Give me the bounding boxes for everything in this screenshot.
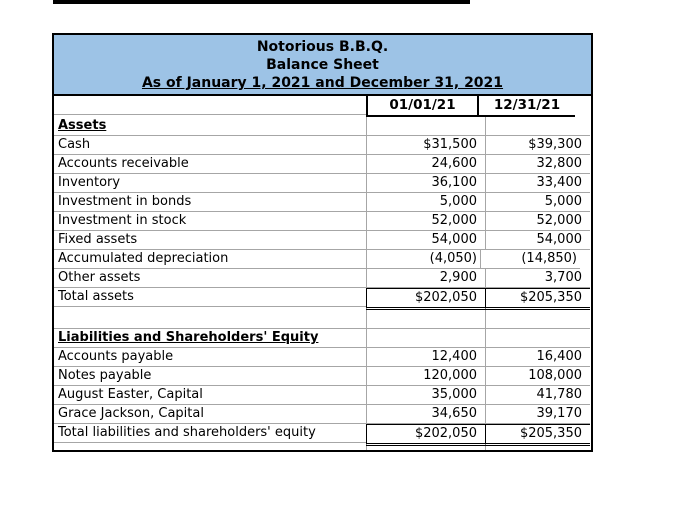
cropped-top-rule bbox=[53, 0, 470, 4]
table-row: August Easter, Capital 35,000 41,780 bbox=[54, 386, 591, 405]
table-row: Notes payable 120,000 108,000 bbox=[54, 367, 591, 386]
column-header-empty-cell[interactable] bbox=[54, 96, 366, 115]
row-label-cell[interactable]: Assets bbox=[54, 117, 366, 136]
row-label-cell[interactable]: Notes payable bbox=[54, 367, 366, 386]
value-cell-12-31-21[interactable]: 5,000 bbox=[485, 193, 590, 212]
value-cell-01-01-21[interactable]: $31,500 bbox=[366, 136, 485, 155]
value-cell-01-01-21[interactable]: 12,400 bbox=[366, 348, 485, 367]
value-cell-12-31-21[interactable]: (14,850) bbox=[480, 250, 580, 269]
value-cell-01-01-21[interactable]: 2,900 bbox=[366, 269, 485, 288]
value-cell-12-31-21[interactable]: 41,780 bbox=[485, 386, 590, 405]
table-row: Total liabilities and shareholders' equi… bbox=[54, 424, 591, 446]
value-cell-12-31-21[interactable]: 108,000 bbox=[485, 367, 590, 386]
row-label-cell[interactable]: Inventory bbox=[54, 174, 366, 193]
value-cell-12-31-21[interactable]: $205,350 bbox=[485, 288, 590, 310]
value-cell-12-31-21[interactable] bbox=[485, 446, 590, 450]
table-row: Fixed assets 54,000 54,000 bbox=[54, 231, 591, 250]
row-label-cell[interactable]: Accounts payable bbox=[54, 348, 366, 367]
value-cell-01-01-21[interactable] bbox=[366, 117, 485, 136]
row-label-cell[interactable]: Accounts receivable bbox=[54, 155, 366, 174]
column-header-row: 01/01/21 12/31/21 bbox=[54, 96, 591, 117]
row-label-cell[interactable]: Cash bbox=[54, 136, 366, 155]
value-cell-12-31-21[interactable] bbox=[485, 117, 590, 136]
value-cell-12-31-21[interactable]: 32,800 bbox=[485, 155, 590, 174]
company-name: Notorious B.B.Q. bbox=[256, 39, 389, 55]
table-row bbox=[54, 310, 591, 329]
value-cell-12-31-21[interactable]: 54,000 bbox=[485, 231, 590, 250]
table-row: Total assets $202,050 $205,350 bbox=[54, 288, 591, 310]
table-row: Accounts payable 12,400 16,400 bbox=[54, 348, 591, 367]
row-label-cell[interactable]: Grace Jackson, Capital bbox=[54, 405, 366, 424]
value-cell-12-31-21[interactable] bbox=[485, 310, 590, 329]
table-row bbox=[54, 446, 591, 450]
report-period: As of January 1, 2021 and December 31, 2… bbox=[141, 75, 504, 91]
table-row: Liabilities and Shareholders' Equity bbox=[54, 329, 591, 348]
value-cell-12-31-21[interactable]: 39,170 bbox=[485, 405, 590, 424]
table-body: Assets Cash $31,500 $39,300 Accounts receiva… bbox=[54, 117, 591, 450]
table-row: Grace Jackson, Capital 34,650 39,170 bbox=[54, 405, 591, 424]
column-header-date-1[interactable]: 01/01/21 bbox=[366, 96, 477, 117]
row-label-cell[interactable]: Investment in bonds bbox=[54, 193, 366, 212]
value-cell-01-01-21[interactable]: 54,000 bbox=[366, 231, 485, 250]
balance-sheet-table: Notorious B.B.Q. Balance Sheet As of Jan… bbox=[52, 33, 593, 452]
table-row: Inventory 36,100 33,400 bbox=[54, 174, 591, 193]
row-label-cell[interactable] bbox=[54, 310, 366, 329]
value-cell-01-01-21[interactable]: 24,600 bbox=[366, 155, 485, 174]
row-label-cell[interactable]: Total assets bbox=[54, 288, 366, 307]
value-cell-01-01-21[interactable] bbox=[366, 329, 485, 348]
row-label-cell[interactable]: August Easter, Capital bbox=[54, 386, 366, 405]
value-cell-12-31-21[interactable]: $39,300 bbox=[485, 136, 590, 155]
column-header-date-2[interactable]: 12/31/21 bbox=[477, 96, 575, 117]
table-row: Investment in bonds 5,000 5,000 bbox=[54, 193, 591, 212]
value-cell-12-31-21[interactable]: 33,400 bbox=[485, 174, 590, 193]
row-label-cell[interactable]: Investment in stock bbox=[54, 212, 366, 231]
row-label-cell[interactable]: Accumulated depreciation bbox=[54, 250, 366, 269]
value-cell-01-01-21[interactable]: 52,000 bbox=[366, 212, 485, 231]
value-cell-01-01-21[interactable]: (4,050) bbox=[366, 250, 480, 269]
table-row: Cash $31,500 $39,300 bbox=[54, 136, 591, 155]
table-row: Investment in stock 52,000 52,000 bbox=[54, 212, 591, 231]
value-cell-01-01-21[interactable]: 35,000 bbox=[366, 386, 485, 405]
row-label-cell[interactable]: Other assets bbox=[54, 269, 366, 288]
value-cell-01-01-21[interactable]: 34,650 bbox=[366, 405, 485, 424]
value-cell-01-01-21[interactable]: 36,100 bbox=[366, 174, 485, 193]
table-row: Accumulated depreciation (4,050) (14,850) bbox=[54, 250, 591, 269]
value-cell-12-31-21[interactable] bbox=[485, 329, 590, 348]
value-cell-12-31-21[interactable]: 52,000 bbox=[485, 212, 590, 231]
value-cell-01-01-21[interactable]: 120,000 bbox=[366, 367, 485, 386]
row-label-cell[interactable]: Liabilities and Shareholders' Equity bbox=[54, 329, 366, 348]
row-label-cell[interactable]: Total liabilities and shareholders' equi… bbox=[54, 424, 366, 443]
row-label-cell[interactable]: Fixed assets bbox=[54, 231, 366, 250]
value-cell-01-01-21[interactable]: $202,050 bbox=[366, 424, 485, 446]
value-cell-01-01-21[interactable]: 5,000 bbox=[366, 193, 485, 212]
value-cell-01-01-21[interactable]: $202,050 bbox=[366, 288, 485, 310]
value-cell-12-31-21[interactable]: 3,700 bbox=[485, 269, 590, 288]
table-row: Other assets 2,900 3,700 bbox=[54, 269, 591, 288]
table-row: Accounts receivable 24,600 32,800 bbox=[54, 155, 591, 174]
table-row: Assets bbox=[54, 117, 591, 136]
value-cell-12-31-21[interactable]: $205,350 bbox=[485, 424, 590, 446]
report-title: Balance Sheet bbox=[266, 57, 379, 73]
table-title-cell[interactable]: Notorious B.B.Q. Balance Sheet As of Jan… bbox=[54, 35, 591, 96]
value-cell-12-31-21[interactable]: 16,400 bbox=[485, 348, 590, 367]
value-cell-01-01-21[interactable] bbox=[366, 446, 485, 450]
row-label-cell[interactable] bbox=[54, 446, 366, 450]
value-cell-01-01-21[interactable] bbox=[366, 310, 485, 329]
